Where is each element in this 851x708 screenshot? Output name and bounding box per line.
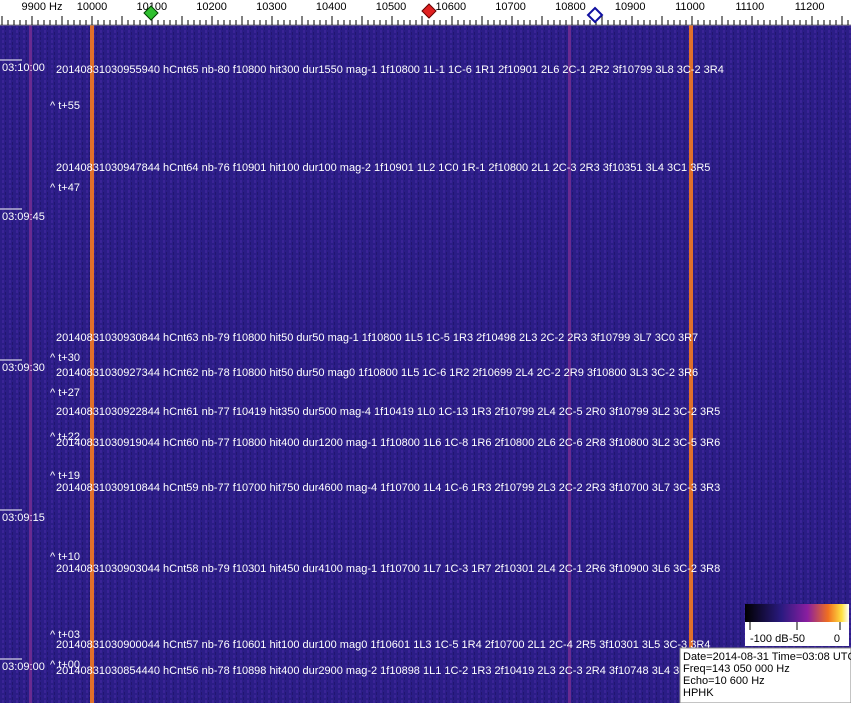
info-line: HPHK bbox=[683, 687, 714, 699]
event-text: 20140831030910844 hCnt59 nb-77 f10700 hi… bbox=[56, 482, 720, 494]
frequency-label: 11200 bbox=[795, 1, 825, 13]
event-text: 20140831030927344 hCnt62 nb-78 f10800 hi… bbox=[56, 367, 698, 379]
event-text: 20140831030900044 hCnt57 nb-76 f10601 hi… bbox=[56, 639, 710, 651]
spectrogram bbox=[0, 25, 851, 703]
event-text: 20140831030854440 hCnt56 nb-78 f10898 hi… bbox=[56, 665, 687, 677]
marker-green bbox=[143, 5, 159, 21]
carrier-line bbox=[568, 25, 571, 703]
event-offset: ^ t+47 bbox=[50, 182, 80, 194]
frequency-label: 10700 bbox=[495, 1, 526, 13]
carrier-line bbox=[29, 25, 32, 703]
event-text: 20140831030947844 hCnt64 nb-76 f10901 hi… bbox=[56, 162, 710, 174]
time-label: 03:09:45 bbox=[2, 211, 45, 223]
frequency-label: 10400 bbox=[316, 1, 347, 13]
event-offset: ^ t+10 bbox=[50, 551, 80, 563]
carrier-line bbox=[689, 25, 693, 703]
frequency-label: 10900 bbox=[615, 1, 646, 13]
marker-blue bbox=[586, 6, 604, 24]
event-text: 20140831030955940 hCnt65 nb-80 f10800 hi… bbox=[56, 64, 724, 76]
event-text: 20140831030930844 hCnt63 nb-79 f10800 hi… bbox=[56, 332, 698, 344]
time-label: 03:09:15 bbox=[2, 512, 45, 524]
event-text: 20140831030922844 hCnt61 nb-77 f10419 hi… bbox=[56, 406, 720, 418]
legend: -100 dB -50 0 Date=2014-08-31 Time=03:08 UT… bbox=[683, 622, 851, 699]
frequency-label: 10500 bbox=[376, 1, 407, 13]
frequency-label: 9900 Hz bbox=[22, 1, 63, 13]
frequency-label: 11100 bbox=[735, 1, 764, 13]
event-offset: ^ t+27 bbox=[50, 387, 80, 399]
scale-label: -50 bbox=[789, 633, 805, 645]
event-offset: ^ t+30 bbox=[50, 352, 80, 364]
scale-label: 0 bbox=[834, 633, 840, 645]
event-text: 20140831030919044 hCnt60 nb-77 f10800 hi… bbox=[56, 437, 720, 449]
info-line: Echo=10 600 Hz bbox=[683, 675, 765, 687]
time-label: 03:10:00 bbox=[2, 62, 45, 74]
frequency-label: 10800 bbox=[555, 1, 586, 13]
time-label: 03:09:00 bbox=[2, 661, 45, 673]
frequency-label: 11000 bbox=[675, 1, 705, 13]
event-offset: ^ t+19 bbox=[50, 470, 80, 482]
marker-red bbox=[421, 3, 437, 19]
event-offset: ^ t+22 bbox=[50, 431, 80, 443]
info-line: Freq=143 050 000 Hz bbox=[683, 663, 790, 675]
event-offset: ^ t+00 bbox=[50, 659, 80, 671]
event-text: 20140831030903044 hCnt58 nb-79 f10301 hi… bbox=[56, 563, 720, 575]
scale-label: -100 dB bbox=[750, 633, 789, 645]
color-scale bbox=[745, 604, 849, 622]
overlay: 03:10:00 03:09:45 03:09:30 03:09:15 03:09:00… bbox=[0, 59, 724, 677]
frequency-label: 10600 bbox=[436, 1, 467, 13]
frequency-label: 10000 bbox=[77, 1, 108, 13]
info-box bbox=[679, 647, 851, 704]
frequency-label: 10300 bbox=[256, 1, 287, 13]
ruler-ticks: 9900 Hz100001010010200103001040010500106… bbox=[1, 1, 849, 25]
carrier-line bbox=[90, 25, 94, 703]
event-offset: ^ t+55 bbox=[50, 100, 80, 112]
info-line: Date=2014-08-31 Time=03:08 UTC bbox=[683, 651, 851, 663]
time-label: 03:09:30 bbox=[2, 362, 45, 374]
frequency-label: 10200 bbox=[196, 1, 227, 13]
event-offset: ^ t+03 bbox=[50, 629, 80, 641]
